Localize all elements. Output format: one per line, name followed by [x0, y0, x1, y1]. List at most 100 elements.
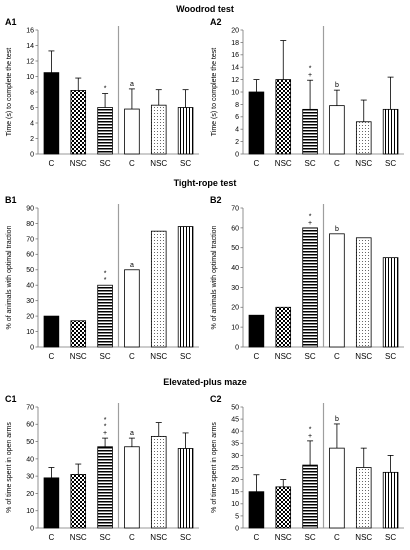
- y-tick-label: 6: [30, 105, 34, 112]
- x-tick-label: SC: [385, 159, 396, 168]
- y-tick-label: 90: [26, 205, 34, 212]
- y-tick-label: 45: [231, 417, 239, 424]
- y-tick-label: 30: [231, 285, 239, 292]
- significance-mark: *: [104, 424, 107, 431]
- y-tick-label: 30: [26, 298, 34, 305]
- x-tick-label: NSC: [150, 533, 167, 542]
- bar-1: [248, 491, 265, 529]
- x-tick-label: NSC: [275, 352, 292, 361]
- y-tick-label: 4: [30, 120, 34, 127]
- bar-2: [70, 320, 87, 348]
- x-tick-label: SC: [100, 533, 111, 542]
- y-tick-label: 70: [26, 236, 34, 243]
- bar-6: [177, 107, 194, 155]
- x-tick-label: NSC: [275, 159, 292, 168]
- y-axis-title: % of animals with optimal traction: [211, 225, 218, 329]
- y-tick-label: 50: [26, 267, 34, 274]
- bar-2: [275, 79, 292, 155]
- y-tick-label: 0: [30, 151, 34, 158]
- bar-5: [355, 121, 372, 155]
- x-tick-label: C: [129, 352, 135, 361]
- y-tick-label: 18: [231, 40, 239, 47]
- x-tick-label: C: [254, 159, 260, 168]
- x-tick-label: C: [254, 533, 260, 542]
- significance-mark: *: [104, 277, 107, 284]
- y-tick-label: 0: [235, 151, 239, 158]
- y-tick-label: 16: [26, 27, 34, 34]
- significance-mark: a: [130, 81, 134, 88]
- significance-mark: b: [335, 416, 339, 423]
- bar-4: [329, 233, 345, 348]
- y-tick-label: 60: [26, 422, 34, 429]
- x-tick-label: C: [254, 352, 260, 361]
- x-tick-label: C: [334, 533, 340, 542]
- bar-5: [355, 467, 372, 529]
- x-tick-label: SC: [305, 533, 316, 542]
- bar-3: [97, 284, 113, 348]
- y-tick-label: 8: [30, 89, 34, 96]
- significance-mark: *: [309, 66, 312, 73]
- x-tick-label: SC: [385, 352, 396, 361]
- y-tick-label: 25: [231, 465, 239, 472]
- x-tick-label: NSC: [355, 352, 372, 361]
- significance-mark: +: [308, 72, 312, 79]
- x-tick-label: C: [334, 159, 340, 168]
- y-tick-label: 60: [231, 225, 239, 232]
- bar-6: [382, 257, 399, 348]
- y-tick-label: 8: [235, 102, 239, 109]
- bar-1: [248, 314, 265, 348]
- section-title-epm: Elevated-plus maze: [163, 377, 247, 387]
- x-tick-label: C: [49, 159, 55, 168]
- bar-3: [302, 227, 318, 348]
- y-tick-label: 4: [235, 127, 239, 134]
- y-tick-label: 70: [231, 205, 239, 212]
- panel-label: B2: [210, 195, 222, 205]
- y-axis-title: Time (s) to complete the test: [6, 48, 13, 136]
- x-tick-label: C: [49, 352, 55, 361]
- x-tick-label: SC: [180, 352, 191, 361]
- section-title-woodrod: Woodrod test: [176, 4, 234, 14]
- y-tick-label: 10: [231, 501, 239, 508]
- x-tick-label: SC: [305, 352, 316, 361]
- y-tick-label: 10: [231, 325, 239, 332]
- y-tick-label: 0: [30, 525, 34, 532]
- bar-6: [177, 226, 194, 348]
- x-tick-label: C: [334, 352, 340, 361]
- y-tick-label: 2: [30, 136, 34, 143]
- chart-b1: B1 % of animals with optimal traction 0 10 2…: [5, 195, 199, 361]
- significance-mark: *: [309, 426, 312, 433]
- bar-2: [70, 474, 87, 529]
- bar-1: [248, 91, 265, 155]
- y-tick-label: 15: [231, 489, 239, 496]
- y-tick-label: 6: [235, 114, 239, 121]
- bar-3: [302, 464, 318, 529]
- y-tick-label: 14: [26, 43, 34, 50]
- chart-a1: A1 Time (s) to complete the test 0 2 4 6 8 10 12…: [5, 17, 199, 168]
- bar-3: [97, 107, 113, 155]
- x-tick-label: SC: [180, 159, 191, 168]
- x-tick-label: C: [129, 159, 135, 168]
- bar-2: [275, 306, 292, 348]
- y-tick-label: 5: [235, 513, 239, 520]
- bar-1: [43, 72, 60, 155]
- chart-c1: C1 % of time spent in open arms 0 10 20 30 40 5…: [5, 394, 199, 542]
- y-tick-label: 50: [231, 404, 239, 411]
- bar-6: [177, 448, 194, 529]
- bar-4: [124, 269, 140, 348]
- y-tick-label: 50: [231, 245, 239, 252]
- bar-4: [124, 108, 140, 155]
- panel-label: B1: [5, 195, 17, 205]
- significance-mark: *: [104, 271, 107, 278]
- y-axis-title: % of time spent in open arms: [6, 422, 13, 513]
- x-tick-label: SC: [100, 159, 111, 168]
- panel-label: C1: [5, 394, 17, 404]
- bar-5: [355, 237, 372, 348]
- y-tick-label: 40: [231, 429, 239, 436]
- x-tick-label: NSC: [150, 352, 167, 361]
- bar-2: [70, 90, 87, 155]
- y-tick-label: 40: [26, 283, 34, 290]
- significance-mark: a: [130, 430, 134, 437]
- significance-mark: b: [335, 82, 339, 89]
- y-tick-label: 30: [26, 474, 34, 481]
- x-tick-label: SC: [100, 352, 111, 361]
